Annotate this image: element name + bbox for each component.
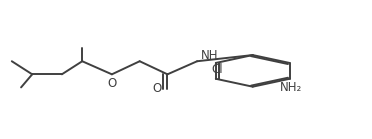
- Text: NH: NH: [201, 49, 219, 62]
- Text: NH₂: NH₂: [280, 81, 302, 94]
- Text: O: O: [153, 82, 162, 95]
- Text: Cl: Cl: [212, 63, 224, 76]
- Text: O: O: [107, 77, 116, 90]
